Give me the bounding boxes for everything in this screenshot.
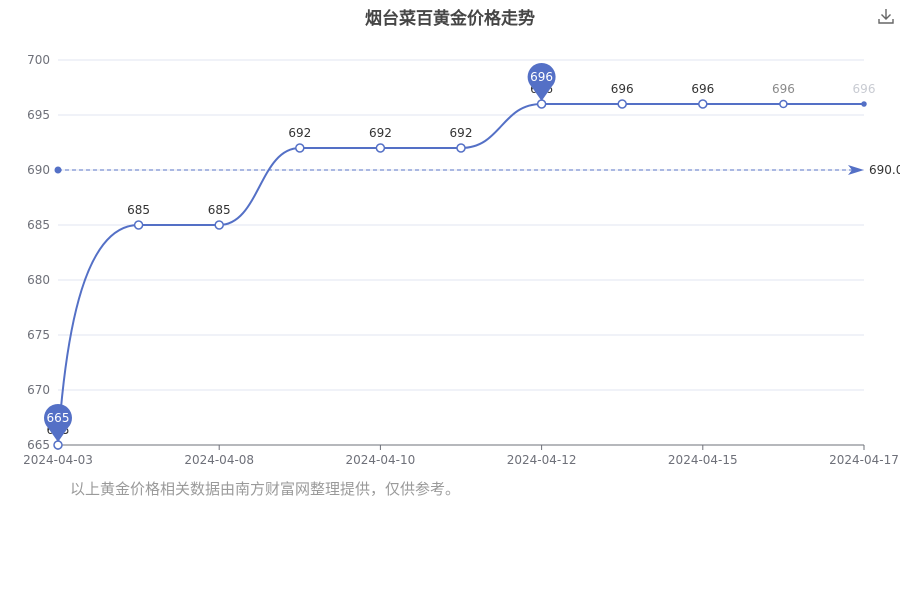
data-label: 696	[853, 82, 876, 96]
y-tick-label: 690	[27, 163, 50, 177]
average-line-arrow	[848, 165, 864, 175]
data-label: 696	[691, 82, 714, 96]
data-point	[698, 99, 708, 109]
data-label: 685	[127, 203, 150, 217]
data-point	[295, 143, 305, 153]
y-tick-label: 680	[27, 273, 50, 287]
data-label: 692	[288, 126, 311, 140]
data-point	[861, 101, 867, 107]
x-tick-label: 2024-04-15	[668, 453, 738, 467]
y-tick-label: 670	[27, 383, 50, 397]
data-label: 692	[450, 126, 473, 140]
data-label: 696	[611, 82, 634, 96]
data-point	[456, 143, 466, 153]
x-tick-label: 2024-04-03	[23, 453, 93, 467]
y-tick-label: 695	[27, 108, 50, 122]
data-point	[779, 99, 788, 109]
max-marker-pin	[527, 62, 556, 101]
y-tick-label: 675	[27, 328, 50, 342]
x-tick-label: 2024-04-12	[507, 453, 577, 467]
data-label: 696	[772, 82, 795, 96]
data-point	[536, 99, 547, 109]
x-tick-label: 2024-04-08	[184, 453, 254, 467]
max-marker-label: 696	[530, 70, 553, 84]
download-icon[interactable]	[876, 6, 896, 26]
average-line-label: 690.0	[869, 163, 900, 177]
min-marker-label: 665	[47, 411, 70, 425]
average-line-start-dot	[54, 166, 62, 174]
x-tick-label: 2024-04-10	[346, 453, 416, 467]
data-point	[375, 143, 386, 153]
data-label: 685	[208, 203, 231, 217]
x-tick-label: 2024-04-17	[829, 453, 899, 467]
y-tick-label: 665	[27, 438, 50, 452]
data-point	[53, 440, 63, 450]
y-tick-label: 700	[27, 53, 50, 67]
y-tick-label: 685	[27, 218, 50, 232]
footnote: 以上黄金价格相关数据由南方财富网整理提供，仅供参考。	[70, 480, 461, 498]
data-point	[133, 220, 144, 230]
series-line	[57, 102, 864, 446]
data-point	[617, 99, 627, 109]
data-point	[214, 220, 224, 230]
min-marker-pin	[44, 403, 72, 442]
chart-title: 烟台菜百黄金价格走势	[365, 9, 535, 29]
data-label: 692	[369, 126, 392, 140]
